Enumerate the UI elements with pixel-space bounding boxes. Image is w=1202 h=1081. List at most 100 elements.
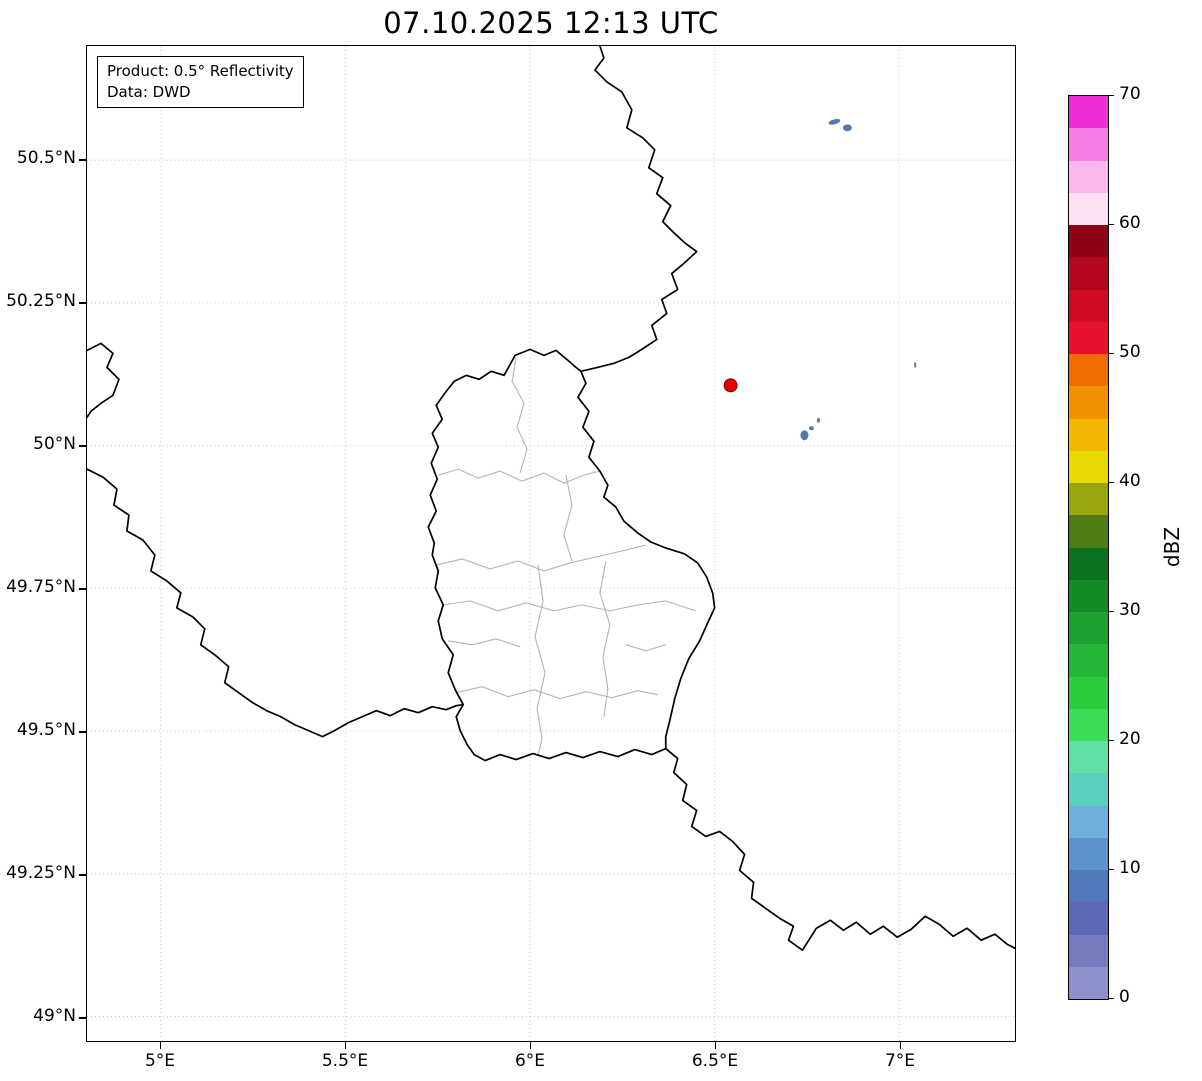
x-tick-mark — [900, 1042, 902, 1049]
y-tick-mark — [79, 874, 86, 876]
country-borders — [87, 46, 1015, 952]
colorbar-band — [1069, 483, 1108, 516]
canton-border-line — [563, 475, 573, 562]
colorbar-band — [1069, 96, 1108, 129]
colorbar-band — [1069, 870, 1108, 903]
border-france-germany — [664, 747, 1015, 952]
colorbar-tick-label: 0 — [1119, 987, 1130, 1007]
x-tick-label: 6.5°E — [691, 1051, 739, 1071]
colorbar-tick-mark — [1108, 482, 1114, 484]
canton-border-line — [443, 600, 696, 612]
colorbar-band — [1069, 773, 1108, 806]
x-tick-mark — [715, 1042, 717, 1049]
radar-echoes — [800, 118, 917, 441]
x-tick-mark — [160, 1042, 162, 1049]
colorbar-band — [1069, 257, 1108, 290]
colorbar-band — [1069, 192, 1108, 225]
colorbar-band — [1069, 934, 1108, 967]
x-tick-label: 7°E — [884, 1051, 916, 1071]
border-luxembourg — [427, 348, 716, 762]
colorbar-band — [1069, 386, 1108, 419]
colorbar-band — [1069, 128, 1108, 161]
y-tick-label: 49.5°N — [16, 720, 76, 741]
colorbar-band — [1069, 321, 1108, 354]
colorbar-tick-label: 10 — [1119, 858, 1141, 878]
colorbar-band — [1069, 805, 1108, 838]
radar-echo-cell — [816, 417, 820, 423]
canton-border-line — [534, 564, 546, 756]
colorbar-band — [1069, 579, 1108, 612]
colorbar-tick-label: 50 — [1119, 342, 1141, 362]
colorbar-tick-mark — [1108, 353, 1114, 355]
colorbar-band — [1069, 708, 1108, 741]
y-tick-label: 50.25°N — [6, 291, 76, 312]
y-tick-mark — [79, 731, 86, 733]
radar-echo-cell — [914, 362, 917, 368]
y-tick-mark — [79, 588, 86, 590]
y-tick-mark — [79, 302, 86, 304]
radar-echo-cell — [842, 124, 852, 132]
colorbar-band — [1069, 160, 1108, 193]
colorbar-band — [1069, 450, 1108, 483]
colorbar-band — [1069, 612, 1108, 645]
colorbar-band — [1069, 837, 1108, 870]
colorbar-band — [1069, 902, 1108, 935]
radar-site-marker — [723, 378, 738, 393]
colorbar-band — [1069, 547, 1108, 580]
colorbar-band — [1069, 289, 1108, 322]
colorbar-tick-mark — [1108, 224, 1114, 226]
colorbar-tick-mark — [1108, 611, 1114, 613]
canton-border-line — [456, 686, 658, 700]
colorbar-tick-mark — [1108, 740, 1114, 742]
y-tick-mark — [79, 445, 86, 447]
colorbar-tick-label: 40 — [1119, 471, 1141, 491]
canton-border-line — [436, 544, 646, 572]
y-tick-mark — [79, 1017, 86, 1019]
radar-echo-cell — [808, 426, 814, 431]
colorbar-band — [1069, 418, 1108, 451]
colorbar-axis-label: dBZ — [1160, 526, 1184, 568]
y-tick-label: 49.25°N — [6, 863, 76, 884]
colorbar-band — [1069, 225, 1108, 258]
x-tick-label: 5°E — [144, 1051, 176, 1071]
canton-border-line — [438, 468, 601, 484]
product-line: Product: 0.5° Reflectivity — [107, 62, 294, 80]
x-tick-label: 6°E — [514, 1051, 546, 1071]
colorbar-bands — [1069, 96, 1108, 999]
border-france-belgium-givet-salient — [87, 342, 120, 419]
colorbar-tick-label: 20 — [1119, 729, 1141, 749]
border-france-belgium — [87, 468, 465, 738]
colorbar-band — [1069, 354, 1108, 387]
canton-borders — [436, 357, 696, 756]
radar-echo-cell — [800, 430, 809, 441]
y-tick-label: 49°N — [33, 1006, 76, 1027]
canton-border-line — [448, 638, 521, 648]
map-canvas — [87, 46, 1015, 1041]
canton-border-line — [511, 357, 528, 474]
figure-title: 07.10.2025 12:13 UTC — [383, 6, 719, 40]
x-tick-label: 5.5°E — [321, 1051, 369, 1071]
colorbar-tick-mark — [1108, 869, 1114, 871]
x-tick-mark — [345, 1042, 347, 1049]
grid-layer — [87, 46, 1015, 1041]
canton-border-line — [625, 644, 666, 652]
canton-border-line — [599, 560, 611, 717]
y-tick-mark — [79, 159, 86, 161]
colorbar-band — [1069, 515, 1108, 548]
colorbar-band — [1069, 644, 1108, 677]
radar-echo-cell — [828, 118, 841, 125]
x-tick-mark — [530, 1042, 532, 1049]
data-source-line: Data: DWD — [107, 83, 191, 101]
colorbar-tick-mark — [1108, 998, 1114, 1000]
y-tick-label: 49.75°N — [6, 577, 76, 598]
colorbar — [1068, 95, 1109, 1000]
border-belgium-germany — [580, 46, 698, 373]
colorbar-band — [1069, 676, 1108, 709]
colorbar-tick-label: 70 — [1119, 84, 1141, 104]
product-info-box: Product: 0.5° Reflectivity Data: DWD — [97, 56, 304, 108]
colorbar-band — [1069, 966, 1108, 999]
colorbar-tick-mark — [1108, 95, 1114, 97]
colorbar-tick-label: 30 — [1119, 600, 1141, 620]
colorbar-tick-label: 60 — [1119, 213, 1141, 233]
